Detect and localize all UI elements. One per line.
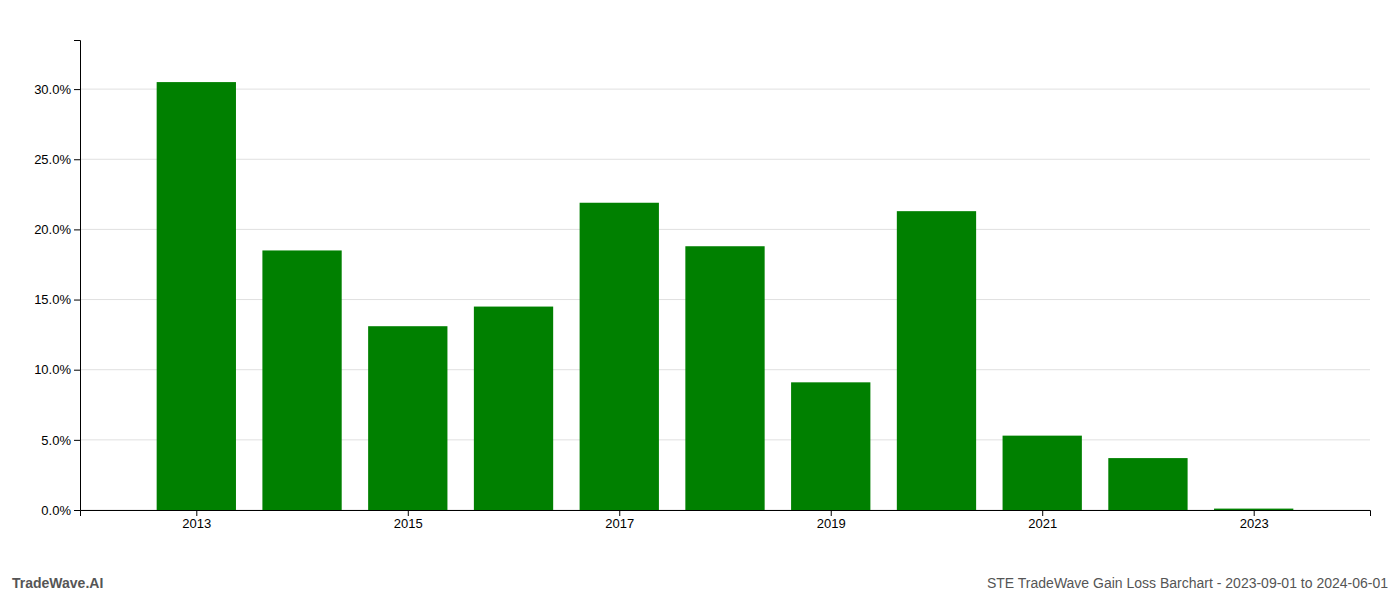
x-tick: 2021 <box>1028 510 1057 531</box>
y-tick-mark <box>74 510 80 511</box>
bar <box>157 82 236 510</box>
x-tick-mark <box>408 510 409 516</box>
y-tick: 0.0% <box>41 503 80 518</box>
grid <box>80 89 1370 510</box>
y-tick: 15.0% <box>34 292 80 307</box>
bar <box>368 326 447 510</box>
y-tick-label: 10.0% <box>34 362 71 377</box>
bar <box>474 307 553 510</box>
y-tick-label: 15.0% <box>34 292 71 307</box>
bar <box>897 211 976 510</box>
y-tick-mark <box>74 440 80 441</box>
y-axis: 0.0% 5.0% 10.0% 15.0% 20.0% 25.0% 30.0% <box>34 41 80 518</box>
footer-left: TradeWave.AI <box>12 575 103 591</box>
grid-line <box>80 159 1370 160</box>
y-axis-line <box>74 41 81 511</box>
y-tick-mark <box>74 159 80 160</box>
x-tick-label: 2023 <box>1240 516 1269 531</box>
y-tick: 20.0% <box>34 222 80 237</box>
y-tick-label: 20.0% <box>34 222 71 237</box>
y-tick-label: 25.0% <box>34 152 71 167</box>
x-tick: 2019 <box>817 510 846 531</box>
bar <box>1003 436 1082 510</box>
bar <box>1214 509 1293 510</box>
x-tick: 2013 <box>182 510 211 531</box>
x-tick-label: 2017 <box>605 516 634 531</box>
bar <box>580 203 659 510</box>
x-tick-mark <box>619 510 620 516</box>
grid-line <box>80 229 1370 230</box>
bars <box>157 82 1294 510</box>
y-tick: 10.0% <box>34 362 80 377</box>
chart-svg: 2013 2015 2017 2019 2021 2023 0.0% 5.0% 10.0% 15.… <box>0 0 1400 600</box>
x-axis-line <box>81 511 1371 517</box>
y-tick-label: 30.0% <box>34 82 71 97</box>
x-tick-mark <box>1042 510 1043 516</box>
y-tick: 25.0% <box>34 152 80 167</box>
bar <box>262 250 341 510</box>
y-tick: 30.0% <box>34 82 80 97</box>
y-tick-mark <box>74 89 80 90</box>
x-tick-label: 2015 <box>394 516 423 531</box>
x-tick-label: 2019 <box>817 516 846 531</box>
bar <box>1108 458 1187 510</box>
x-axis: 2013 2015 2017 2019 2021 2023 <box>81 510 1371 531</box>
y-tick-label: 0.0% <box>41 503 71 518</box>
x-tick: 2015 <box>394 510 423 531</box>
x-tick: 2017 <box>605 510 634 531</box>
grid-line <box>80 89 1370 90</box>
x-tick-label: 2021 <box>1028 516 1057 531</box>
x-tick-mark <box>831 510 832 516</box>
x-tick-mark <box>196 510 197 516</box>
y-tick-mark <box>74 370 80 371</box>
y-tick-mark <box>74 229 80 230</box>
x-tick: 2023 <box>1240 510 1269 531</box>
y-tick: 5.0% <box>41 433 80 448</box>
x-tick-label: 2013 <box>182 516 211 531</box>
plot-area: 2013 2015 2017 2019 2021 2023 0.0% 5.0% 10.0% 15.… <box>34 41 1370 532</box>
y-tick-mark <box>74 300 80 301</box>
footer-right: STE TradeWave Gain Loss Barchart - 2023-… <box>987 575 1388 591</box>
chart-container: 2013 2015 2017 2019 2021 2023 0.0% 5.0% 10.0% 15.… <box>0 0 1400 600</box>
bar <box>685 246 764 510</box>
bar <box>791 382 870 510</box>
y-tick-label: 5.0% <box>41 433 71 448</box>
x-tick-mark <box>1254 510 1255 516</box>
footer: TradeWave.AI STE TradeWave Gain Loss Barc… <box>12 575 1388 591</box>
